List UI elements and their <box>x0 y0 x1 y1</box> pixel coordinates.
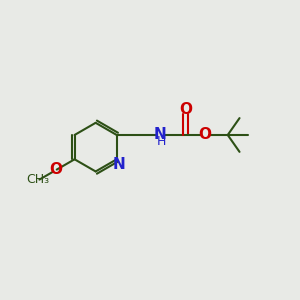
Text: H: H <box>156 135 166 148</box>
Text: O: O <box>179 102 192 117</box>
Text: CH₃: CH₃ <box>26 173 50 186</box>
Text: N: N <box>154 128 167 142</box>
Text: O: O <box>198 128 211 142</box>
Text: O: O <box>50 161 63 176</box>
Text: N: N <box>112 157 125 172</box>
